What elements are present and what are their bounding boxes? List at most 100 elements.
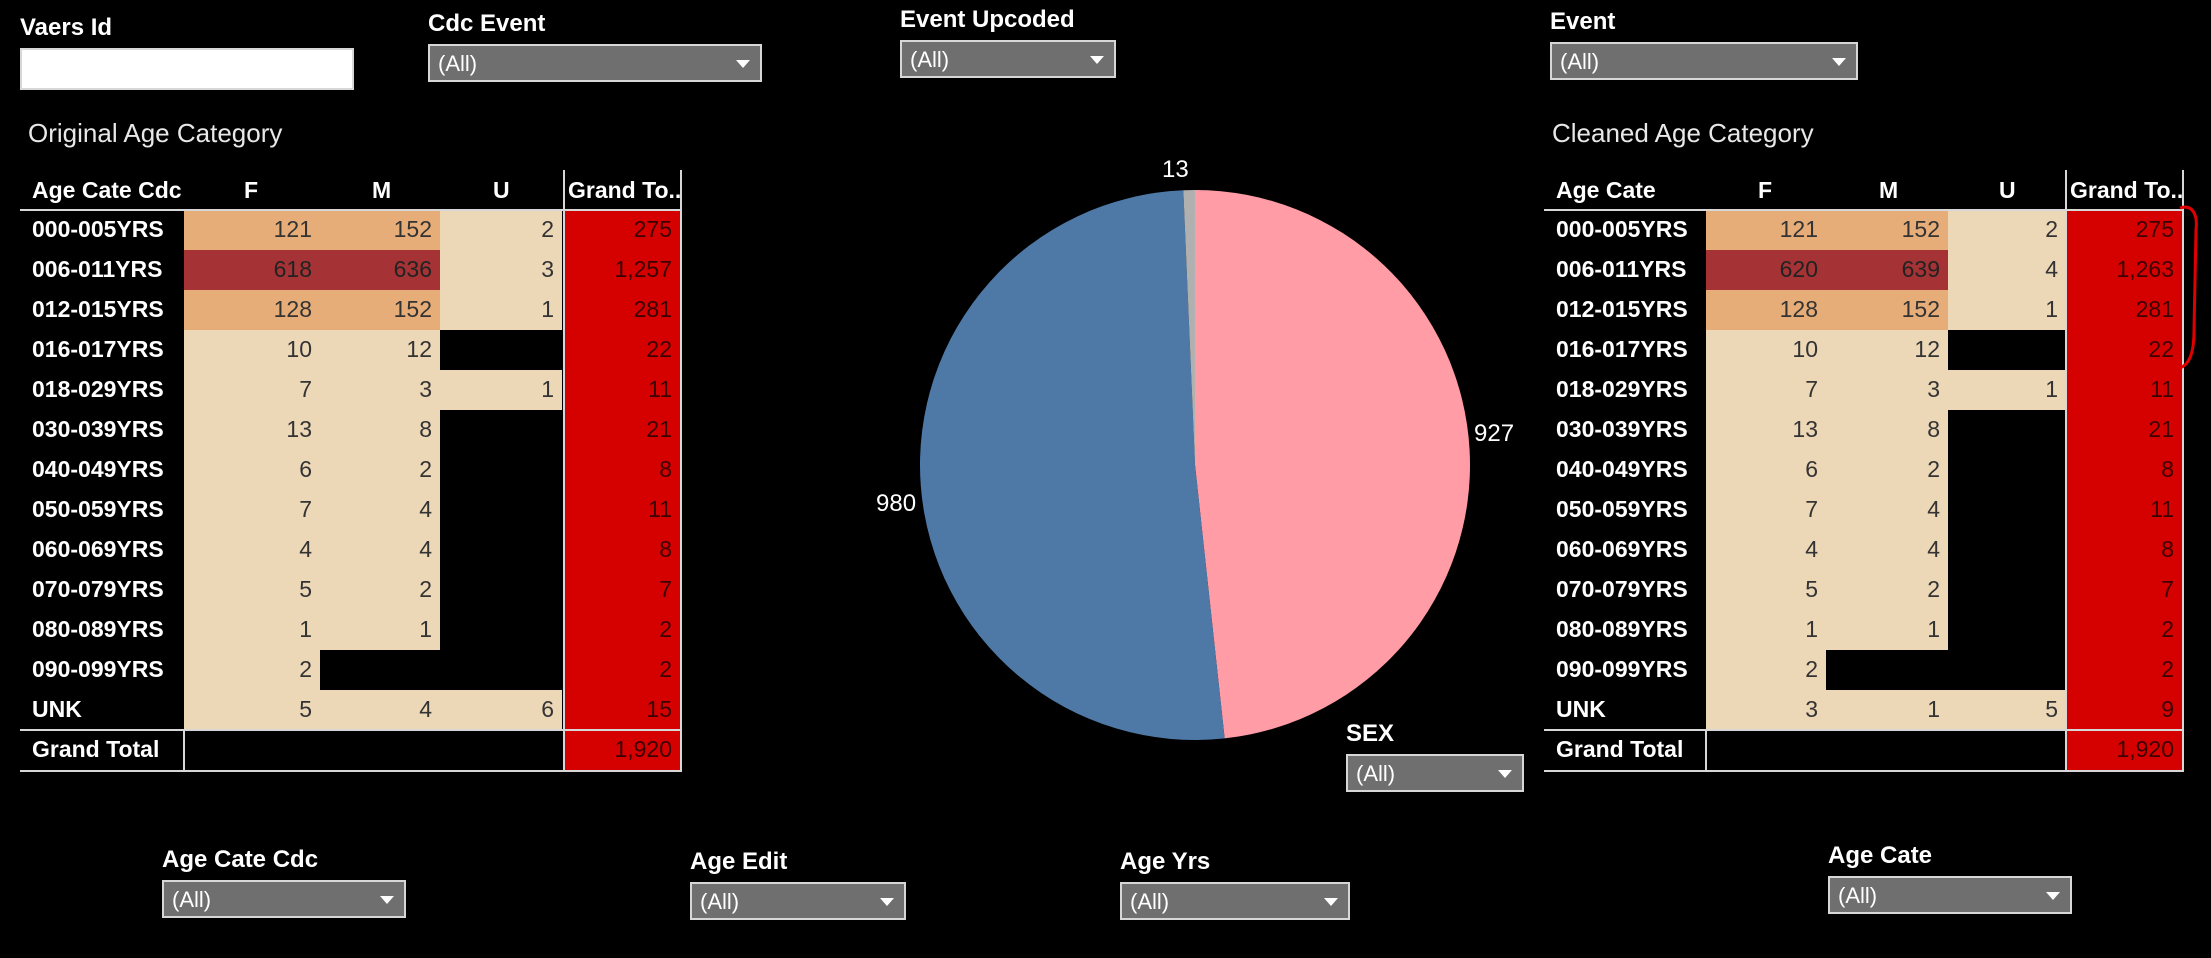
event-value: (All) xyxy=(1560,49,1600,74)
annotation-bracket-icon xyxy=(2179,205,2198,370)
event-dropdown[interactable]: (All) xyxy=(1550,42,1858,80)
cell-value: 8 xyxy=(1927,416,1940,442)
cell-grand-total: 275 xyxy=(2066,210,2182,250)
cdc-event-label: Cdc Event xyxy=(428,10,546,37)
chevron-down-icon xyxy=(880,898,894,906)
table-row: 012-015YRS 128 152 1 281 xyxy=(20,290,680,330)
cell-f: 7 xyxy=(184,370,320,410)
cell-value: 275 xyxy=(2135,216,2174,242)
cell-grand-total: 8 xyxy=(564,530,680,570)
age-yrs-value: (All) xyxy=(1130,889,1170,914)
table-row: 050-059YRS 7 4 11 xyxy=(20,490,680,530)
cell-value: 1,920 xyxy=(614,736,672,762)
row-label: 090-099YRS xyxy=(32,656,164,682)
cell-value: 13 xyxy=(286,416,312,442)
grand-total-label: Grand Total xyxy=(1556,736,1684,762)
cell-m: 152 xyxy=(1826,290,1948,330)
cell-m: 12 xyxy=(320,330,440,370)
cell-value: 8 xyxy=(659,536,672,562)
cell-value: 8 xyxy=(659,456,672,482)
table-row: 060-069YRS 4 4 8 xyxy=(1544,530,2186,570)
cell-value: 2 xyxy=(1805,656,1818,682)
cell-m: 3 xyxy=(1826,370,1948,410)
cell-value: 8 xyxy=(2161,456,2174,482)
cell-value: 1 xyxy=(541,376,554,402)
cell-grand-total: 1,257 xyxy=(564,250,680,290)
pie-slice-f[interactable] xyxy=(1195,190,1470,739)
cell-grand-total: 7 xyxy=(564,570,680,610)
table-row: 016-017YRS 10 12 22 xyxy=(1544,330,2186,370)
vaers-id-input[interactable] xyxy=(20,48,354,90)
age-cate-cdc-value: (All) xyxy=(172,887,212,912)
column-header-grand-total: Grand To.. xyxy=(568,177,682,203)
cdc-event-dropdown[interactable]: (All) xyxy=(428,44,762,82)
table-row: UNK 3 1 5 9 xyxy=(1544,690,2186,730)
row-label: 040-049YRS xyxy=(32,456,164,482)
pie-slice-u[interactable] xyxy=(1183,190,1195,465)
table-row: 030-039YRS 13 8 21 xyxy=(20,410,680,450)
cell-grand-total: 9 xyxy=(2066,690,2182,730)
sex-value: (All) xyxy=(1356,761,1396,786)
grand-total-row: Grand Total 1,920 xyxy=(1544,730,2186,770)
cell-value: 11 xyxy=(648,496,672,522)
table-row: 018-029YRS 7 3 1 11 xyxy=(20,370,680,410)
age-edit-dropdown[interactable]: (All) xyxy=(690,882,906,920)
cdc-event-value: (All) xyxy=(438,51,478,76)
grid-line xyxy=(1544,729,2184,731)
cell-value: 1 xyxy=(541,296,554,322)
original-age-crosstab: Age Cate Cdc F M U Grand To.. 000-005YRS 121 15… xyxy=(20,170,682,772)
cell-grand-total: 11 xyxy=(564,490,680,530)
original-table-title: Original Age Category xyxy=(28,118,283,148)
age-cate-dropdown[interactable]: (All) xyxy=(1828,876,2072,914)
row-label: 080-089YRS xyxy=(32,616,164,642)
cell-f: 2 xyxy=(184,650,320,690)
cell-f: 5 xyxy=(1706,570,1826,610)
cell-grand-total: 1,263 xyxy=(2066,250,2182,290)
age-cate-value: (All) xyxy=(1838,883,1878,908)
event-upcoded-dropdown[interactable]: (All) xyxy=(900,40,1116,78)
row-label: 016-017YRS xyxy=(32,336,164,362)
table-row: 012-015YRS 128 152 1 281 xyxy=(1544,290,2186,330)
grand-total-value: 1,920 xyxy=(2066,730,2182,770)
cell-m xyxy=(1826,650,1948,690)
cell-value: 11 xyxy=(648,376,672,402)
pie-slice-m[interactable] xyxy=(920,190,1225,740)
cell-f: 620 xyxy=(1706,250,1826,290)
table-row: 000-005YRS 121 152 2 275 xyxy=(1544,210,2186,250)
cell-m: 2 xyxy=(1826,570,1948,610)
row-label: 030-039YRS xyxy=(32,416,164,442)
cell-value: 152 xyxy=(1901,296,1940,322)
column-header-row-label: Age Cate xyxy=(1556,177,1656,203)
row-label: 060-069YRS xyxy=(1556,536,1688,562)
cell-value: 2 xyxy=(419,456,432,482)
cell-value: 3 xyxy=(419,376,432,402)
cell-value: 1 xyxy=(299,616,312,642)
column-header-m: M xyxy=(1879,177,1899,203)
cell-f: 5 xyxy=(184,690,320,730)
cell-value: 6 xyxy=(541,696,554,722)
cell-f: 7 xyxy=(1706,370,1826,410)
row-label: 050-059YRS xyxy=(1556,496,1688,522)
cell-f: 128 xyxy=(1706,290,1826,330)
cell-u xyxy=(440,610,562,650)
cell-value: 2 xyxy=(659,616,672,642)
age-yrs-dropdown[interactable]: (All) xyxy=(1120,882,1350,920)
cell-f: 13 xyxy=(1706,410,1826,450)
column-header-u: U xyxy=(493,177,510,203)
cell-u xyxy=(440,650,562,690)
cell-u: 4 xyxy=(1948,250,2066,290)
age-cate-cdc-dropdown[interactable]: (All) xyxy=(162,880,406,918)
row-label: 000-005YRS xyxy=(1556,216,1688,242)
cell-value: 3 xyxy=(1805,696,1818,722)
cell-grand-total: 11 xyxy=(2066,490,2182,530)
cell-m: 152 xyxy=(320,210,440,250)
cell-value: 4 xyxy=(2045,256,2058,282)
chevron-down-icon xyxy=(1324,898,1338,906)
cell-value: 1 xyxy=(1805,616,1818,642)
row-label: UNK xyxy=(32,696,82,722)
age-edit-value: (All) xyxy=(700,889,740,914)
table-row: 006-011YRS 620 639 4 1,263 xyxy=(1544,250,2186,290)
cell-f: 3 xyxy=(1706,690,1826,730)
event-upcoded-value: (All) xyxy=(910,47,950,72)
sex-dropdown[interactable]: (All) xyxy=(1346,754,1524,792)
